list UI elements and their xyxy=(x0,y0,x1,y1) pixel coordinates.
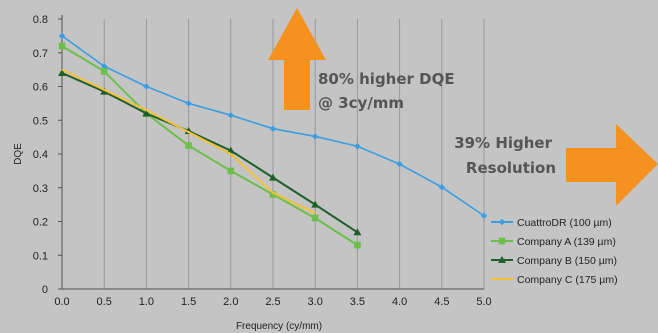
data-point xyxy=(58,32,66,40)
series-line xyxy=(61,68,316,214)
legend-label: CuattroDR (100 µm) xyxy=(517,217,612,229)
data-point xyxy=(269,191,277,198)
data-point xyxy=(396,160,403,168)
x-tick-label: 3.5 xyxy=(350,296,365,308)
data-point xyxy=(353,228,362,236)
annotation-dqe-line: @ 3cy/mm xyxy=(318,94,404,112)
series-line xyxy=(61,45,358,246)
data-point xyxy=(143,83,150,90)
legend-item: Company C (175 µm) xyxy=(491,274,618,286)
data-point xyxy=(480,212,488,219)
data-point xyxy=(498,256,506,263)
legend-label: Company A (139 µm) xyxy=(517,236,616,248)
y-tick-label: 0.5 xyxy=(33,115,48,127)
data-point xyxy=(269,125,277,132)
annotation-dqe-line: 80% higher DQE xyxy=(318,70,455,88)
x-tick-label: 3.0 xyxy=(308,296,323,308)
data-point xyxy=(269,173,277,181)
right-arrow-icon xyxy=(566,124,658,206)
x-tick-label: 1.5 xyxy=(181,296,196,308)
data-point xyxy=(354,241,361,249)
data-point xyxy=(58,42,66,50)
data-point xyxy=(312,133,319,140)
up-arrow-icon xyxy=(268,8,326,110)
data-point xyxy=(227,111,234,119)
y-tick-label: 0.3 xyxy=(33,183,48,195)
data-point xyxy=(311,214,319,222)
data-point xyxy=(185,100,192,107)
data-point xyxy=(142,109,151,117)
legend-label: Company B (150 µm) xyxy=(517,255,617,267)
legend-item: Company A (139 µm) xyxy=(491,236,616,248)
y-tick-label: 0.8 xyxy=(33,14,48,26)
data-point xyxy=(100,87,109,95)
x-tick-label: 0.0 xyxy=(54,296,69,308)
data-point xyxy=(498,218,506,226)
y-tick-label: 0.4 xyxy=(33,149,48,161)
y-tick-label: 0.1 xyxy=(33,250,48,262)
series-0 xyxy=(58,32,488,219)
annotation-resolution-line: 39% Higher xyxy=(454,134,552,152)
data-point xyxy=(438,183,445,191)
data-point xyxy=(185,142,192,149)
data-point xyxy=(227,167,235,175)
annotation-resolution-line: Resolution xyxy=(466,159,556,177)
x-tick-label: 1.0 xyxy=(139,296,154,308)
legend-item: CuattroDR (100 µm) xyxy=(491,217,612,229)
data-point xyxy=(101,63,108,70)
data-point xyxy=(498,237,506,245)
x-tick-label: 2.0 xyxy=(223,296,238,308)
x-tick-label: 2.5 xyxy=(265,296,280,308)
y-tick-label: 0.6 xyxy=(33,82,48,94)
x-axis-title: Frequency (cy/mm) xyxy=(236,321,322,332)
series-3 xyxy=(61,68,316,214)
x-tick-label: 5.0 xyxy=(476,296,491,308)
y-tick-label: 0.7 xyxy=(33,48,48,60)
legend-item: Company B (150 µm) xyxy=(491,255,617,267)
series-2 xyxy=(58,69,362,236)
legend-label: Company C (175 µm) xyxy=(517,274,618,286)
data-point xyxy=(100,68,108,75)
y-tick-label: 0.2 xyxy=(33,217,48,229)
y-tick-label: 0 xyxy=(42,284,48,296)
series-line xyxy=(61,72,358,234)
x-tick-label: 4.0 xyxy=(392,296,407,308)
data-point xyxy=(354,143,361,150)
x-tick-label: 0.5 xyxy=(97,296,112,308)
x-tick-label: 4.5 xyxy=(434,296,449,308)
y-axis-title: DQE xyxy=(13,143,24,165)
data-point xyxy=(58,69,66,76)
data-point xyxy=(311,200,320,208)
